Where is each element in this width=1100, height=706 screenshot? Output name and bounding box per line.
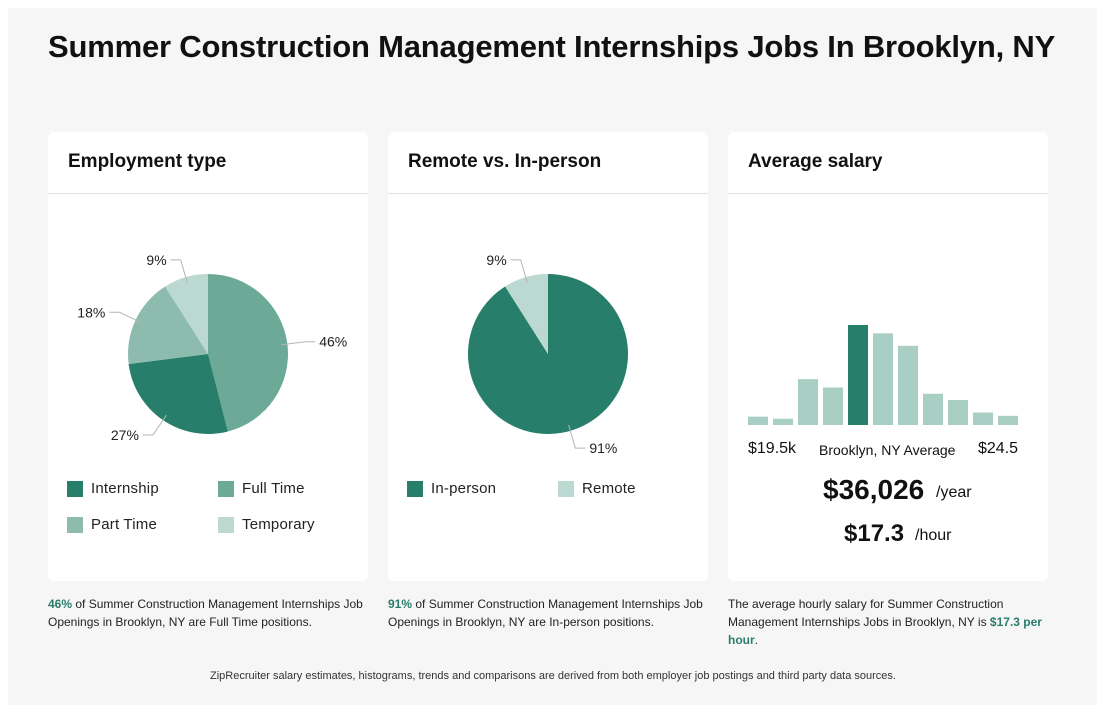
salary-title: Average salary xyxy=(728,132,1048,194)
salary-min-label: $19.5k xyxy=(748,440,797,457)
legend-item-part-time: Part Time xyxy=(67,516,157,533)
remote-label-in-person: 91% xyxy=(589,440,617,456)
employment-leader-internship xyxy=(142,414,167,436)
salary-yearly-unit: /year xyxy=(936,484,972,501)
histogram-bar xyxy=(948,400,968,425)
legend-label-internship: Internship xyxy=(91,480,159,497)
employment-label-full-time: 46% xyxy=(319,334,347,350)
remote-pie: 91% 9% xyxy=(468,252,628,456)
employment-slice-internship xyxy=(128,354,228,434)
employment-type-title: Employment type xyxy=(48,132,368,194)
histogram-bar xyxy=(748,416,768,425)
histogram-bar xyxy=(898,345,918,425)
remote-caption-highlight: 91% xyxy=(388,597,413,611)
employment-caption: 46% of Summer Construction Management In… xyxy=(48,595,370,631)
histogram-bar xyxy=(973,412,993,425)
legend-item-full-time: Full Time xyxy=(218,480,305,497)
employment-leader-full-time xyxy=(281,341,316,346)
employment-leader-part-time xyxy=(109,311,142,323)
histogram-bar xyxy=(873,333,893,425)
legend-item-in-person: In-person xyxy=(407,480,496,497)
employment-label-part-time: 18% xyxy=(77,304,105,320)
remote-leader-remote xyxy=(510,259,528,284)
remote-leader-in-person xyxy=(568,424,586,449)
salary-hourly-value: $17.3 xyxy=(844,520,905,547)
page-title: Summer Construction Management Internshi… xyxy=(48,29,1056,64)
legend-label-part-time: Part Time xyxy=(91,516,157,533)
salary-hourly-unit: /hour xyxy=(915,527,952,544)
footer-note: ZipRecruiter salary estimates, histogram… xyxy=(210,670,896,682)
histogram-bar xyxy=(798,379,818,425)
legend-label-remote: Remote xyxy=(582,480,636,497)
remote-body: 91% 9% In-person Remote xyxy=(388,194,708,580)
remote-card: Remote vs. In-person 91% 9% In-person Rem… xyxy=(388,132,708,581)
legend-item-internship: Internship xyxy=(67,480,159,497)
salary-yearly-value: $36,026 xyxy=(823,474,925,505)
salary-body: $19.5k Brooklyn, NY Average $24.5 $36,02… xyxy=(728,194,1048,580)
remote-caption: 91% of Summer Construction Management In… xyxy=(388,595,710,631)
remote-title: Remote vs. In-person xyxy=(388,132,708,194)
employment-slice-full-time xyxy=(208,274,288,432)
salary-average-label: Brooklyn, NY Average xyxy=(819,442,956,458)
legend-label-temporary: Temporary xyxy=(242,516,315,533)
histogram-bar xyxy=(823,387,843,425)
histogram-bar xyxy=(773,418,793,425)
legend-swatch-full-time xyxy=(218,480,234,497)
salary-card: Average salary $19.5k Brooklyn, NY Avera… xyxy=(728,132,1048,581)
salary-caption-text: The average hourly salary for Summer Con… xyxy=(728,597,1004,629)
remote-slice-remote xyxy=(505,274,548,354)
employment-label-internship: 27% xyxy=(111,427,139,443)
legend-item-temporary: Temporary xyxy=(218,516,315,533)
employment-slice-part-time xyxy=(128,286,208,365)
salary-caption-highlight: $17.3 per hour xyxy=(728,615,1042,647)
legend-swatch-temporary xyxy=(218,516,234,533)
histogram-bar xyxy=(848,325,868,425)
salary-caption-end: . xyxy=(754,633,759,647)
employment-caption-highlight: 46% xyxy=(48,597,73,611)
legend-swatch-internship xyxy=(67,480,83,497)
employment-type-pie: 46% 27% 18% 9% xyxy=(77,252,347,443)
employment-type-card: Employment type 46% 27% 18% 9% Internship F… xyxy=(48,132,368,581)
legend-swatch-part-time xyxy=(67,516,83,533)
remote-label-remote: 9% xyxy=(486,252,506,268)
employment-slice-temporary xyxy=(165,274,208,354)
remote-caption-text: of Summer Construction Management Intern… xyxy=(388,597,703,629)
employment-type-body: 46% 27% 18% 9% Internship Full Time Part Ti… xyxy=(48,194,368,580)
employment-label-temporary: 9% xyxy=(146,252,166,268)
legend-label-full-time: Full Time xyxy=(242,480,305,497)
legend-label-in-person: In-person xyxy=(431,480,497,497)
legend-swatch-in-person xyxy=(407,480,423,497)
histogram-bar xyxy=(923,393,943,425)
legend-swatch-remote xyxy=(558,480,574,497)
employment-leader-temporary xyxy=(170,259,188,284)
salary-max-label: $24.5 xyxy=(978,440,1019,457)
salary-caption: The average hourly salary for Summer Con… xyxy=(728,595,1050,649)
legend-item-remote: Remote xyxy=(558,480,636,497)
salary-histogram xyxy=(748,325,1018,425)
histogram-bar xyxy=(998,415,1018,425)
employment-caption-text: of Summer Construction Management Intern… xyxy=(48,597,363,629)
